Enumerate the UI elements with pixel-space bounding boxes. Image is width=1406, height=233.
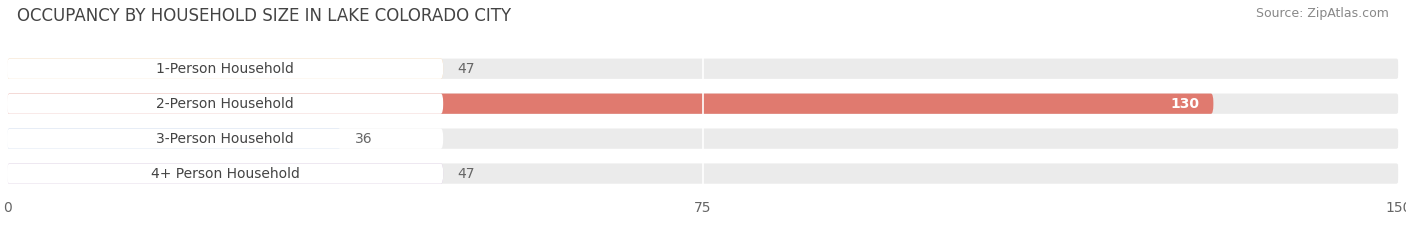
- FancyBboxPatch shape: [7, 164, 443, 184]
- FancyBboxPatch shape: [7, 93, 1213, 114]
- Text: 3-Person Household: 3-Person Household: [156, 132, 294, 146]
- Text: 1-Person Household: 1-Person Household: [156, 62, 294, 76]
- Text: OCCUPANCY BY HOUSEHOLD SIZE IN LAKE COLORADO CITY: OCCUPANCY BY HOUSEHOLD SIZE IN LAKE COLO…: [17, 7, 510, 25]
- Text: 4+ Person Household: 4+ Person Household: [150, 167, 299, 181]
- FancyBboxPatch shape: [7, 129, 342, 149]
- FancyBboxPatch shape: [7, 129, 1399, 149]
- Text: 47: 47: [457, 62, 475, 76]
- FancyBboxPatch shape: [7, 164, 1399, 184]
- FancyBboxPatch shape: [7, 59, 443, 79]
- Text: 2-Person Household: 2-Person Household: [156, 97, 294, 111]
- Text: 130: 130: [1170, 97, 1199, 111]
- FancyBboxPatch shape: [7, 59, 1399, 79]
- FancyBboxPatch shape: [7, 164, 443, 184]
- FancyBboxPatch shape: [7, 93, 1399, 114]
- Text: Source: ZipAtlas.com: Source: ZipAtlas.com: [1256, 7, 1389, 20]
- FancyBboxPatch shape: [7, 59, 443, 79]
- Text: 36: 36: [354, 132, 373, 146]
- Text: 47: 47: [457, 167, 475, 181]
- FancyBboxPatch shape: [7, 93, 443, 114]
- FancyBboxPatch shape: [7, 129, 443, 149]
